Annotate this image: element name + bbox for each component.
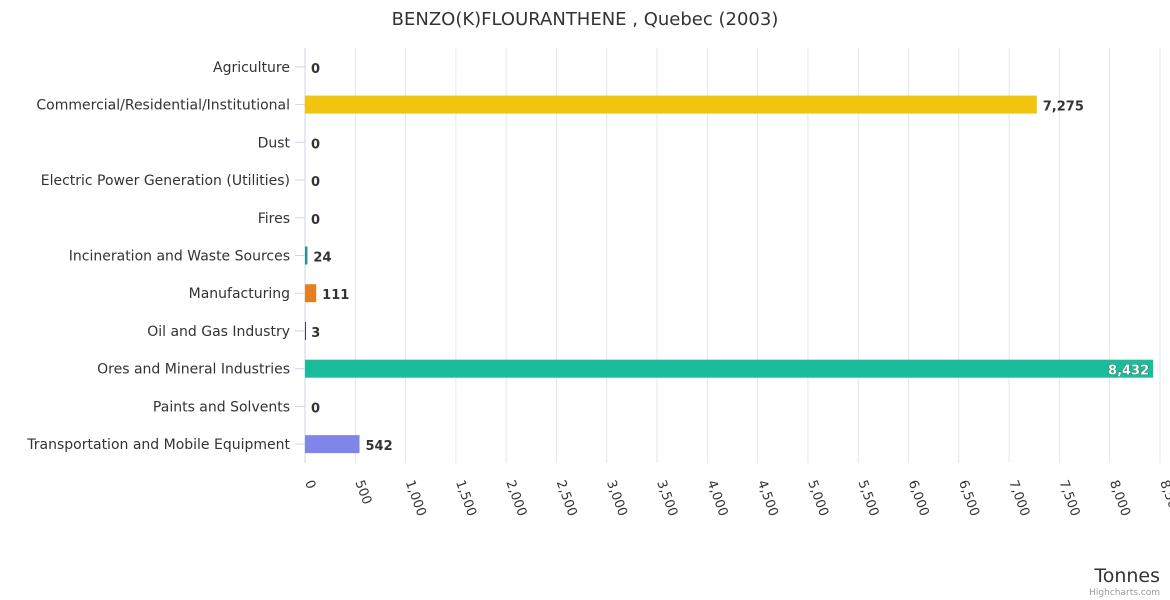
data-label: 24 (313, 251, 331, 266)
bar[interactable] (305, 435, 360, 454)
data-label: 0 (311, 62, 320, 77)
x-tick-label: 2,500 (553, 478, 580, 518)
data-label: 111 (322, 288, 349, 303)
bar[interactable] (305, 95, 1037, 114)
category-label: Fires (258, 211, 290, 227)
category-label: Manufacturing (189, 286, 290, 302)
category-label: Commercial/Residential/Institutional (36, 98, 290, 114)
x-tick-label: 4,500 (754, 478, 781, 518)
x-tick-label: 500 (352, 478, 375, 506)
data-label: 8,432 (1108, 364, 1149, 379)
x-tick-label: 8,000 (1106, 478, 1133, 518)
x-tick-label: 7,000 (1005, 478, 1032, 518)
x-tick-label: 6,500 (955, 478, 982, 518)
x-tick-label: 4,000 (704, 478, 731, 518)
category-label: Electric Power Generation (Utilities) (41, 173, 290, 189)
x-tick-label: 1,000 (402, 478, 429, 518)
x-tick-label: 2,000 (502, 478, 529, 518)
bar[interactable] (305, 246, 308, 265)
data-label: 3 (311, 326, 320, 341)
x-tick-label: 6,000 (905, 478, 932, 518)
x-tick-label: 5,500 (854, 478, 881, 518)
x-tick-label: 1,500 (452, 478, 479, 518)
bar[interactable] (305, 321, 306, 340)
bar[interactable] (305, 284, 317, 303)
data-label: 7,275 (1043, 100, 1084, 115)
bar[interactable] (305, 359, 1154, 378)
x-tick-label: 5,000 (804, 478, 831, 518)
x-tick-label: 8,500 (1156, 478, 1170, 518)
data-label: 542 (366, 439, 393, 454)
category-label: Transportation and Mobile Equipment (26, 437, 290, 453)
category-label: Agriculture (213, 60, 290, 76)
category-label: Paints and Solvents (153, 399, 290, 415)
category-label: Oil and Gas Industry (147, 324, 290, 340)
data-label: 0 (311, 401, 320, 416)
category-label: Incineration and Waste Sources (69, 249, 290, 265)
data-label: 0 (311, 137, 320, 152)
category-label: Dust (258, 135, 291, 151)
x-tick-label: 7,500 (1056, 478, 1083, 518)
data-label: 0 (311, 213, 320, 228)
data-label: 0 (311, 175, 320, 190)
x-tick-label: 0 (301, 478, 318, 491)
chart-title: BENZO(K)FLOURANTHENE , Quebec (2003) (392, 9, 779, 30)
x-tick-label: 3,000 (603, 478, 630, 518)
x-tick-label: 3,500 (653, 478, 680, 518)
category-label: Ores and Mineral Industries (97, 362, 290, 378)
credits-link[interactable]: Highcharts.com (1089, 588, 1160, 598)
x-axis-title: Tonnes (1093, 565, 1160, 587)
